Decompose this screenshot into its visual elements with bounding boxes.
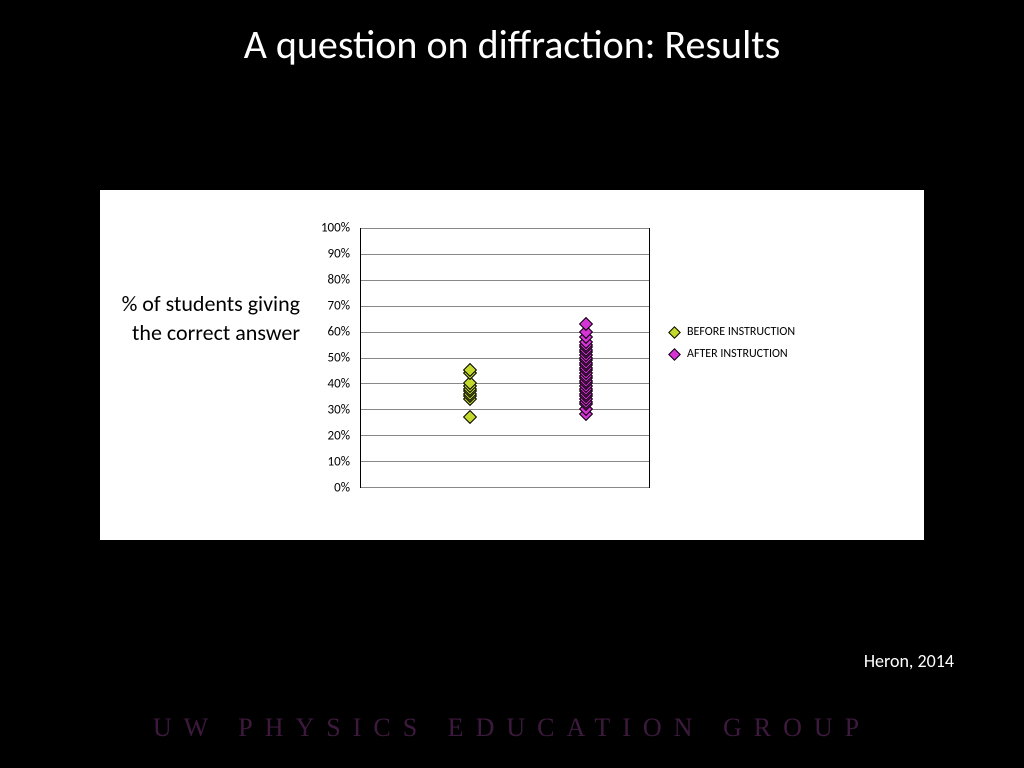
- data-marker: [463, 410, 477, 424]
- citation: Heron, 2014: [864, 650, 954, 672]
- gridline: [361, 280, 649, 281]
- gridline: [361, 358, 649, 359]
- gridline: [361, 383, 649, 384]
- y-tick-label: 0%: [334, 481, 350, 496]
- gridline: [361, 487, 649, 488]
- diamond-icon: [668, 326, 681, 339]
- y-tick-label: 70%: [328, 299, 350, 314]
- diamond-icon: [668, 348, 681, 361]
- legend-item: AFTER INSTRUCTION: [670, 347, 795, 361]
- gridline: [361, 435, 649, 436]
- y-tick-label: 100%: [321, 221, 350, 236]
- y-tick-label: 90%: [328, 247, 350, 262]
- y-axis-label: % of students giving the correct answer: [100, 290, 310, 347]
- gridline: [361, 254, 649, 255]
- plot-wrapper: 0%10%20%30%40%50%60%70%80%90%100%: [360, 228, 650, 488]
- legend-label: BEFORE INSTRUCTION: [687, 325, 795, 339]
- gridline: [361, 332, 649, 333]
- y-tick-label: 50%: [328, 351, 350, 366]
- gridline: [361, 306, 649, 307]
- y-tick-label: 30%: [328, 403, 350, 418]
- plot-area: [360, 228, 650, 488]
- gridline: [361, 461, 649, 462]
- chart-panel: % of students giving the correct answer …: [100, 190, 924, 540]
- y-axis-ticks: 0%10%20%30%40%50%60%70%80%90%100%: [310, 228, 355, 488]
- legend-item: BEFORE INSTRUCTION: [670, 325, 795, 339]
- y-tick-label: 80%: [328, 273, 350, 288]
- y-tick-label: 60%: [328, 325, 350, 340]
- y-tick-label: 40%: [328, 377, 350, 392]
- y-tick-label: 20%: [328, 429, 350, 444]
- gridline: [361, 228, 649, 229]
- legend: BEFORE INSTRUCTION AFTER INSTRUCTION: [670, 325, 795, 369]
- y-tick-label: 10%: [328, 455, 350, 470]
- legend-label: AFTER INSTRUCTION: [687, 347, 788, 361]
- slide-title: A question on diffraction: Results: [0, 0, 1024, 69]
- footer-text: UW PHYSICS EDUCATION GROUP: [0, 713, 1024, 743]
- gridline: [361, 409, 649, 410]
